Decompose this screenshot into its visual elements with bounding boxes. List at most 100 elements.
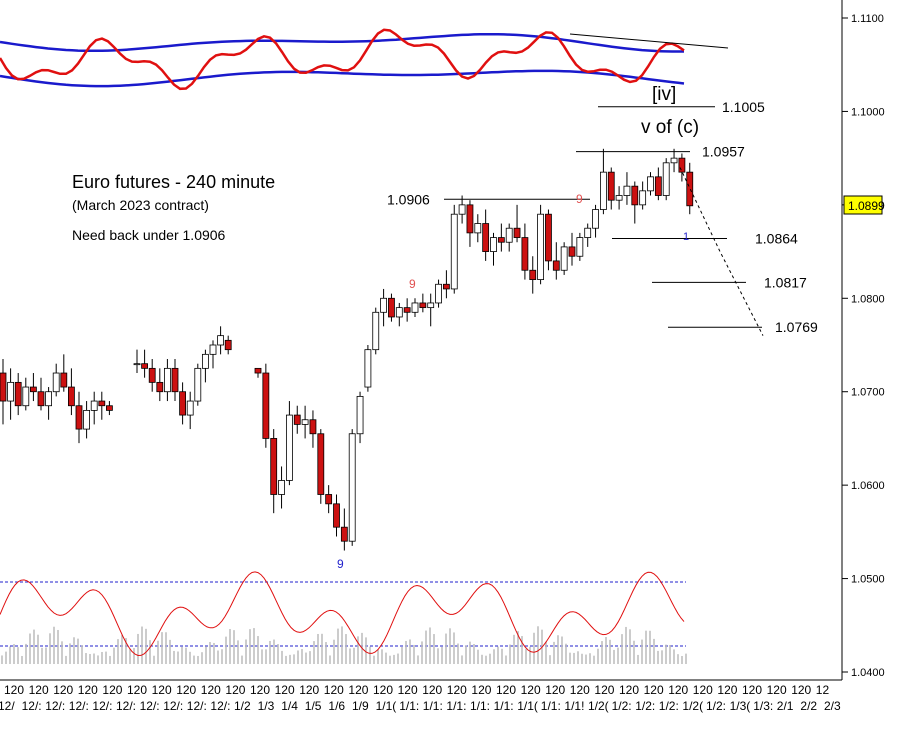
- chart-note: Need back under 1.0906: [72, 227, 226, 243]
- y-tick-label: 1.0500: [851, 574, 885, 586]
- level-label: 1.0864: [755, 230, 798, 246]
- x-tick-label-top: 120: [53, 683, 73, 697]
- x-tick-label-bottom: 1/3: [258, 699, 275, 713]
- candle-body: [450, 213, 458, 290]
- candle-body: [600, 171, 607, 210]
- candle-body: [60, 372, 68, 388]
- x-tick-label-bottom: 12/:: [210, 699, 230, 713]
- x-tick-label-bottom: 1/1:: [494, 699, 514, 713]
- count-label-9-b: 9: [576, 192, 583, 206]
- candle-body: [560, 246, 568, 271]
- candle-body: [254, 367, 262, 374]
- x-tick-label-bottom: 1/1:: [446, 699, 466, 713]
- x-tick-label-bottom: 12/:: [45, 699, 65, 713]
- upper-band-line: [0, 32, 684, 53]
- candle-body: [68, 386, 75, 407]
- wave-label-v-of-c: v of (c): [641, 117, 699, 138]
- candle-body: [83, 409, 90, 430]
- candle-body: [482, 223, 490, 252]
- candle-body: [647, 176, 654, 192]
- candle-body: [545, 213, 552, 262]
- candle-body: [22, 386, 30, 407]
- candle-body: [529, 269, 537, 280]
- candle-body: [458, 204, 466, 215]
- level-label: 1.0906: [387, 191, 430, 207]
- y-tick-label: 1.0600: [851, 480, 885, 492]
- lower-oscillator-indicator: [0, 571, 687, 664]
- candle-body: [435, 283, 442, 304]
- level-label: 1.1005: [722, 99, 765, 115]
- candle-body: [156, 381, 164, 393]
- level-label: 1.0769: [775, 319, 818, 335]
- level-label: 1.0957: [702, 144, 745, 160]
- count-label-1: 1: [683, 231, 689, 243]
- x-tick-label-top: 120: [717, 683, 737, 697]
- candle-body: [179, 391, 187, 416]
- x-tick-label-top: 120: [447, 683, 467, 697]
- x-tick-label-top: 120: [471, 683, 491, 697]
- x-tick-label-bottom: 1/1(: [376, 699, 397, 713]
- candle-body: [403, 307, 411, 313]
- x-tick-label-top: 120: [201, 683, 221, 697]
- lower-band-line: [0, 69, 685, 88]
- upper-band-indicator: [0, 28, 729, 91]
- candle-body: [576, 237, 584, 257]
- x-tick-label-bottom: 12/:: [92, 699, 112, 713]
- candle-body: [7, 381, 14, 402]
- y-tick-label: 1.0700: [851, 387, 885, 399]
- count-label-9-c: 9: [337, 557, 344, 571]
- candle-body: [171, 367, 179, 393]
- candle-body: [0, 372, 7, 402]
- x-tick-label-top: 120: [4, 683, 24, 697]
- x-tick-label-top: 120: [373, 683, 393, 697]
- candle-body: [148, 367, 156, 383]
- x-tick-label-top: 120: [742, 683, 762, 697]
- candlestick-series: [0, 148, 764, 551]
- candle-body: [29, 386, 37, 393]
- candle-body: [513, 227, 521, 238]
- candle-body: [670, 157, 678, 164]
- x-tick-label-top: 120: [619, 683, 639, 697]
- x-tick-label-bottom: 1/2(: [588, 699, 609, 713]
- candle-body: [537, 213, 544, 280]
- x-tick-label-top: 120: [668, 683, 688, 697]
- x-tick-label-bottom: 1/3:: [753, 699, 773, 713]
- wave-label-iv: [iv]: [652, 84, 676, 105]
- candle-body: [293, 414, 301, 425]
- candle-body: [301, 419, 309, 425]
- candle-body: [505, 227, 513, 243]
- candle-body: [45, 391, 52, 407]
- x-tick-label-bottom: 1/1:: [423, 699, 443, 713]
- x-tick-label-bottom: 2/1: [777, 699, 794, 713]
- candle-body: [623, 185, 631, 196]
- candle-body: [427, 302, 435, 309]
- candle-body: [317, 433, 325, 495]
- x-tick-label-top: 120: [225, 683, 245, 697]
- x-tick-label-top: 120: [422, 683, 442, 697]
- x-tick-label-bottom: 1/5: [305, 699, 322, 713]
- x-tick-label-top: 120: [250, 683, 270, 697]
- candle-body: [442, 283, 450, 290]
- x-tick-label-top: 120: [152, 683, 172, 697]
- candle-body: [37, 391, 45, 407]
- candle-body: [607, 171, 615, 201]
- x-tick-label-bottom: 2/2: [800, 699, 817, 713]
- y-tick-label: 1.1100: [851, 13, 884, 25]
- x-tick-label-bottom: 1/1:: [399, 699, 419, 713]
- candle-body: [686, 171, 694, 207]
- candle-body: [466, 204, 474, 234]
- x-tick-label-bottom: 1/1!: [564, 699, 584, 713]
- candle-body: [372, 311, 380, 351]
- candle-body: [419, 302, 427, 309]
- level-label: 1.0817: [764, 274, 807, 290]
- candle-body: [309, 419, 317, 435]
- candle-body: [631, 185, 639, 206]
- candle-body: [364, 349, 372, 388]
- x-tick-label-bottom: 12/:: [116, 699, 136, 713]
- candle-body: [98, 400, 106, 407]
- x-tick-label-bottom: 1/3(: [730, 699, 751, 713]
- candle-body: [615, 195, 623, 201]
- chart-title: Euro futures - 240 minute: [72, 172, 275, 192]
- x-tick-label-bottom: 1/2:: [706, 699, 726, 713]
